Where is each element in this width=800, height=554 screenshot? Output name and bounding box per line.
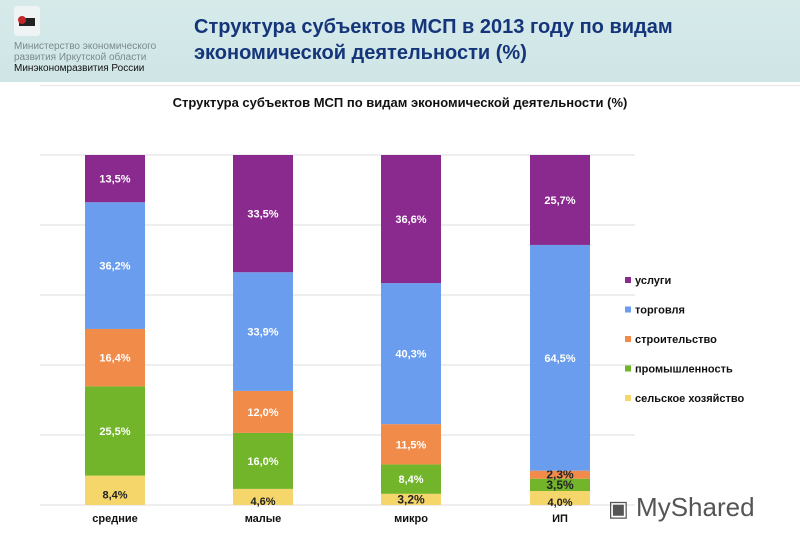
bar-segment — [233, 488, 293, 505]
bar-segment — [530, 491, 590, 505]
legend-swatch — [625, 306, 631, 313]
data-label: 16,0% — [247, 456, 278, 468]
legend-swatch — [625, 365, 631, 372]
bar-segment — [381, 464, 441, 494]
bar-segment — [530, 470, 590, 479]
bar-segment — [530, 478, 590, 491]
ministry-line: Министерство экономического — [14, 41, 157, 52]
bar-segment — [381, 424, 441, 465]
bar-segment — [233, 432, 293, 489]
data-label: 64,5% — [544, 353, 575, 365]
data-label: 36,6% — [395, 214, 426, 226]
data-label: 33,5% — [247, 209, 278, 221]
category-label: микро — [394, 513, 428, 525]
data-label: 4,6% — [250, 496, 275, 508]
bar-segment — [85, 386, 145, 476]
data-label: 25,5% — [99, 426, 130, 438]
data-label: 16,4% — [99, 353, 130, 365]
ministry-line: развития Иркутской области — [14, 52, 147, 63]
bar-segment — [381, 155, 441, 284]
data-label: 3,5% — [546, 478, 574, 492]
legend-swatch — [625, 336, 631, 342]
data-label: 3,2% — [397, 492, 425, 506]
bar-segment — [85, 328, 145, 387]
watermark-logo: ▣ MyShared — [608, 492, 755, 522]
data-label: 8,4% — [102, 489, 127, 501]
bar-segment — [85, 202, 145, 329]
category-label: ИП — [552, 513, 568, 525]
ministry-line: Минэкономразвития России — [14, 63, 145, 74]
bar-segment — [85, 475, 145, 505]
bar-segment — [381, 493, 441, 505]
data-label: 12,0% — [247, 407, 278, 419]
legend-label: строительство — [635, 334, 717, 346]
coat-of-arms-logo — [14, 6, 40, 36]
data-label: 25,7% — [544, 195, 575, 207]
legend-label: услуги — [635, 275, 671, 287]
category-label: средние — [92, 513, 137, 525]
bar-segment — [233, 155, 293, 273]
data-label: 11,5% — [396, 439, 427, 451]
divider — [40, 85, 800, 86]
data-label: 40,3% — [395, 349, 426, 361]
data-label: 4,0% — [547, 497, 572, 509]
bar-segment — [233, 390, 293, 433]
bar-segment — [530, 155, 590, 245]
legend-label: сельское хозяйство — [635, 393, 745, 405]
data-label: 2,3% — [546, 468, 574, 482]
legend-swatch — [625, 395, 631, 401]
chart-title: Структура субъектов МСП по видам экономи… — [172, 95, 628, 110]
bar-segment — [233, 272, 293, 391]
data-label: 36,2% — [99, 261, 130, 273]
header: Министерство экономического развития Ирк… — [0, 0, 800, 82]
legend-label: промышленность — [635, 364, 733, 376]
ministry-name: Министерство экономического развития Ирк… — [14, 41, 156, 74]
data-label: 8,4% — [398, 474, 423, 486]
legend-label: торговля — [635, 305, 685, 317]
page-title: Структура субъектов МСП в 2013 году по в… — [194, 16, 673, 64]
watermark-text: MyShared — [636, 492, 755, 522]
bar-segment — [85, 155, 145, 203]
bar-segment — [530, 244, 590, 471]
legend-swatch — [625, 277, 631, 283]
category-label: малые — [245, 513, 282, 525]
bar-segment — [381, 283, 441, 425]
data-label: 33,9% — [247, 327, 278, 339]
data-label: 13,5% — [99, 174, 130, 186]
